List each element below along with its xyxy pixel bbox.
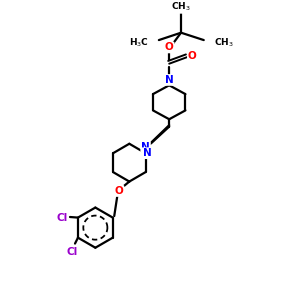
Text: N: N <box>141 142 150 152</box>
Text: CH$_3$: CH$_3$ <box>171 1 191 13</box>
Text: CH$_3$: CH$_3$ <box>214 37 233 49</box>
Text: O: O <box>188 51 197 61</box>
Text: O: O <box>165 43 174 52</box>
Text: Cl: Cl <box>66 248 78 257</box>
Text: Cl: Cl <box>56 213 67 223</box>
Text: N: N <box>143 148 152 158</box>
Text: O: O <box>115 186 123 196</box>
Text: N: N <box>165 75 174 85</box>
Text: H$_3$C: H$_3$C <box>129 37 148 49</box>
